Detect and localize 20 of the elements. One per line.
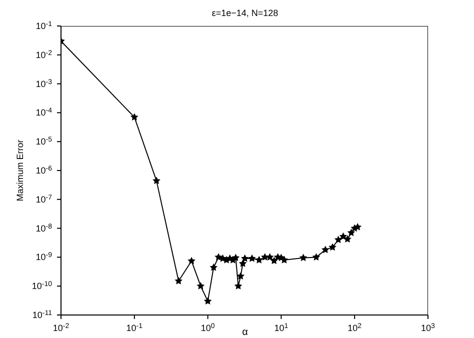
x-axis-title: α — [242, 327, 248, 338]
y-tick-label: 10$^{-3}$ — [36, 78, 52, 89]
y-tick-label: 10$^{-10}$ — [32, 280, 52, 292]
y-tick-label: 10$^{-1}$ — [36, 20, 52, 31]
y-tick-label: 10$^{-8}$ — [36, 222, 52, 234]
x-tick-label: 10$^{2}$ — [348, 322, 362, 333]
y-axis-title: Maximum Error — [15, 140, 26, 202]
x-tick-label: 10$^{3}$ — [421, 322, 436, 333]
y-tick-label: 10$^{-11}$ — [32, 310, 52, 320]
x-tick-label: 10$^{-1}$ — [126, 322, 143, 333]
y-tick-label: 10$^{-5}$ — [36, 136, 52, 147]
x-tick-label: 10$^{-2}$ — [52, 322, 70, 333]
y-tick-label: 10$^{-6}$ — [36, 165, 52, 176]
y-tick-label: 10$^{-2}$ — [36, 49, 52, 60]
x-tick-label: 10$^{1}$ — [274, 322, 288, 333]
y-tick-label: 10$^{-7}$ — [36, 194, 52, 204]
x-tick-label: 10$^{0}$ — [200, 322, 215, 333]
y-tick-label: 10$^{-9}$ — [36, 252, 52, 262]
chart-title: ε=1e−14, N=128 — [212, 8, 278, 18]
y-tick-label: 10$^{-4}$ — [36, 107, 52, 118]
